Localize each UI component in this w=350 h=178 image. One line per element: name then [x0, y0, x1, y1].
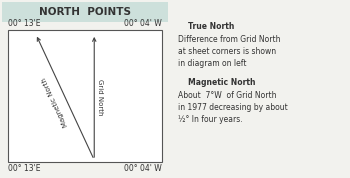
Text: 00° 04' W: 00° 04' W: [124, 164, 162, 173]
Text: in 1977 decreasing by about: in 1977 decreasing by about: [178, 103, 288, 112]
Text: in diagram on left: in diagram on left: [178, 59, 246, 69]
Text: 00° 13'E: 00° 13'E: [8, 164, 41, 173]
Text: 00° 13'E: 00° 13'E: [8, 19, 41, 28]
Text: About  7°W  of Grid North: About 7°W of Grid North: [178, 90, 276, 100]
Text: Difference from Grid North: Difference from Grid North: [178, 35, 280, 43]
Text: 00° 04' W: 00° 04' W: [124, 19, 162, 28]
Text: Magnetic North: Magnetic North: [40, 76, 69, 128]
Text: NORTH  POINTS: NORTH POINTS: [39, 7, 131, 17]
FancyBboxPatch shape: [2, 2, 168, 22]
FancyBboxPatch shape: [8, 30, 162, 162]
Text: at sheet corners is shown: at sheet corners is shown: [178, 47, 276, 56]
Text: True North: True North: [188, 22, 235, 31]
Text: ½° In four years.: ½° In four years.: [178, 116, 243, 124]
Text: Magnetic North: Magnetic North: [188, 78, 256, 87]
Text: Grid North: Grid North: [97, 79, 103, 115]
